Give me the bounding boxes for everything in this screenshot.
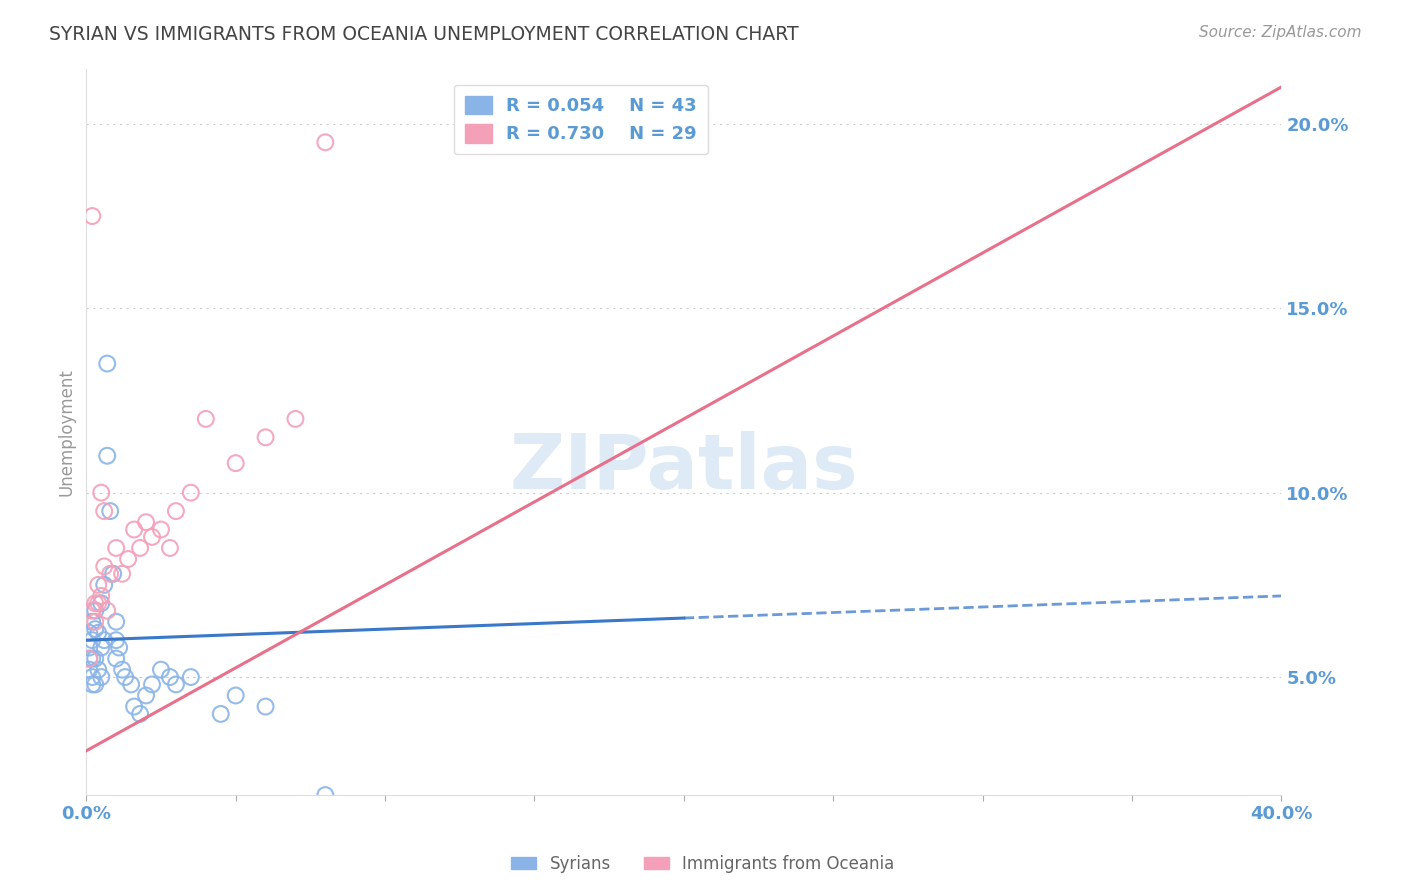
Point (82, 209, 104, 223)
Point (93, 578, 115, 592)
Point (117, 552, 139, 566)
Point (77, 625, 100, 640)
Point (129, 541, 152, 555)
Point (254, 430, 277, 444)
Point (105, 651, 128, 665)
Point (225, 456, 247, 470)
Point (84, 651, 107, 665)
Point (141, 530, 163, 544)
Point (135, 689, 157, 703)
Point (150, 663, 173, 677)
Point (105, 615, 128, 629)
Point (314, 136, 336, 150)
Point (314, 788, 336, 802)
Point (105, 633, 128, 648)
Point (141, 677, 163, 691)
Point (180, 485, 202, 500)
Point (111, 566, 134, 581)
Point (180, 670, 202, 684)
Point (87, 578, 110, 592)
Point (90, 596, 112, 610)
Point (254, 699, 277, 714)
Point (105, 541, 128, 555)
Point (84, 615, 107, 629)
Point (120, 677, 142, 691)
Point (93, 504, 115, 518)
Point (82, 677, 104, 691)
Point (77, 651, 100, 665)
Point (122, 523, 145, 537)
Point (82, 633, 104, 648)
Legend: Syrians, Immigrants from Oceania: Syrians, Immigrants from Oceania (505, 848, 901, 880)
Point (114, 670, 136, 684)
Point (129, 706, 152, 721)
Point (84, 604, 107, 618)
Point (90, 485, 112, 500)
Legend: R = 0.054    N = 43, R = 0.730    N = 29: R = 0.054 N = 43, R = 0.730 N = 29 (454, 85, 707, 154)
Point (122, 699, 145, 714)
Point (93, 633, 115, 648)
Text: SYRIAN VS IMMIGRANTS FROM OCEANIA UNEMPLOYMENT CORRELATION CHART: SYRIAN VS IMMIGRANTS FROM OCEANIA UNEMPL… (49, 25, 799, 44)
Point (84, 677, 107, 691)
Point (90, 640, 112, 655)
Point (225, 689, 247, 703)
Point (82, 670, 104, 684)
Point (84, 596, 107, 610)
Text: Source: ZipAtlas.com: Source: ZipAtlas.com (1198, 25, 1361, 40)
Point (77, 663, 100, 677)
Text: ZIPatlas: ZIPatlas (509, 431, 858, 505)
Point (87, 663, 110, 677)
Point (284, 412, 307, 426)
Point (93, 559, 115, 574)
Point (194, 412, 217, 426)
Point (98, 504, 121, 518)
Point (135, 515, 157, 529)
Point (87, 596, 110, 610)
Point (87, 625, 110, 640)
Point (159, 541, 181, 555)
Point (165, 504, 187, 518)
Point (111, 663, 134, 677)
Point (165, 677, 187, 691)
Point (77, 640, 100, 655)
Point (90, 589, 112, 603)
Point (82, 604, 104, 618)
Point (90, 670, 112, 684)
Point (159, 670, 181, 684)
Point (96, 604, 118, 618)
Point (108, 640, 131, 655)
Y-axis label: Unemployment: Unemployment (58, 368, 75, 496)
Point (82, 651, 104, 665)
Point (96, 449, 118, 463)
Point (82, 615, 104, 629)
Point (77, 651, 100, 665)
Point (209, 706, 232, 721)
Point (96, 357, 118, 371)
Point (150, 523, 173, 537)
Point (84, 622, 107, 636)
Point (98, 566, 121, 581)
Point (101, 566, 124, 581)
